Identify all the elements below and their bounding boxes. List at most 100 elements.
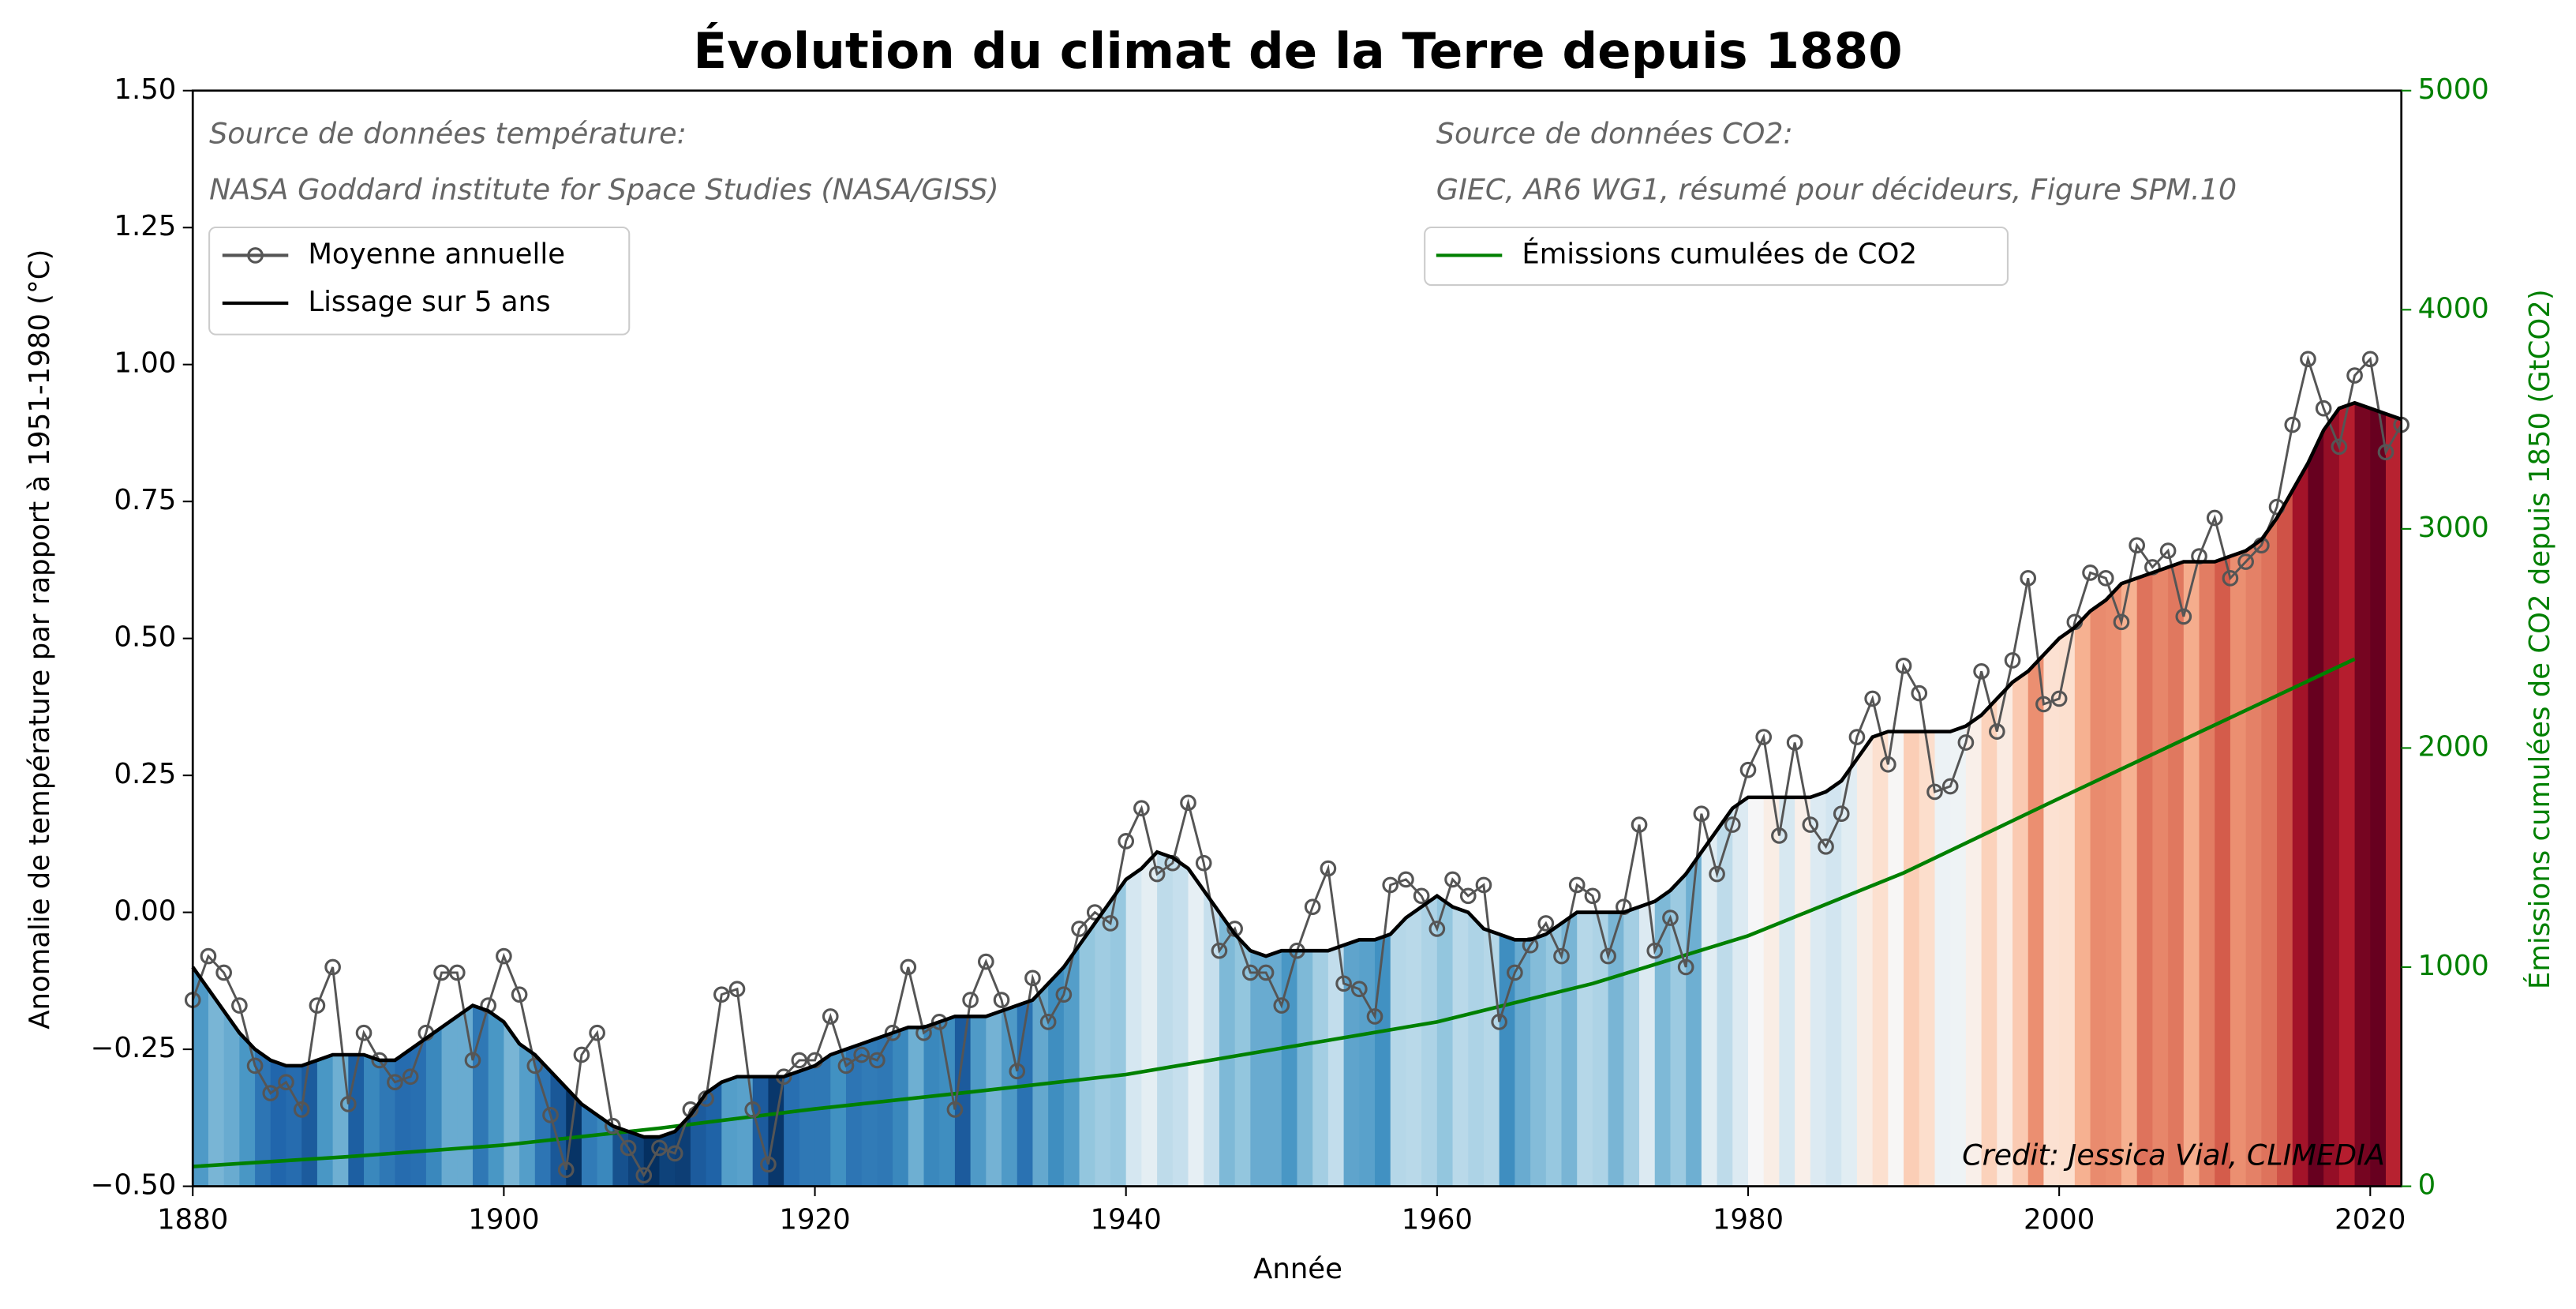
data-point bbox=[1584, 887, 1601, 905]
data-point bbox=[448, 964, 466, 981]
data-point bbox=[2237, 553, 2254, 570]
data-point bbox=[1786, 734, 1803, 751]
series-line bbox=[193, 657, 2356, 1168]
stripe bbox=[659, 403, 676, 1187]
data-point bbox=[1662, 910, 1679, 926]
legend-box bbox=[208, 226, 631, 336]
legend-label: Moyenne annuelle bbox=[308, 238, 565, 270]
data-point bbox=[2284, 416, 2301, 433]
x-tick-label: 1960 bbox=[1402, 1203, 1473, 1236]
legend-box bbox=[1424, 226, 2009, 287]
stripe bbox=[2074, 403, 2091, 1187]
stripe bbox=[1312, 403, 1329, 1187]
data-point bbox=[1677, 958, 1694, 976]
data-point bbox=[1009, 1063, 1026, 1080]
chart-title: Évolution du climat de la Terre depuis 1… bbox=[693, 22, 1902, 80]
legend: Moyenne annuelle Lissage sur 5 ans bbox=[208, 226, 631, 336]
data-point bbox=[387, 1074, 403, 1091]
x-axis-label: Année bbox=[1253, 1253, 1342, 1285]
stripe bbox=[2183, 403, 2200, 1187]
data-point bbox=[666, 1145, 683, 1162]
data-point bbox=[1631, 816, 1648, 833]
data-point bbox=[713, 986, 730, 1003]
x-tick-label: 1940 bbox=[1091, 1203, 1162, 1236]
y-tick-label: 0.25 bbox=[114, 758, 176, 790]
stripe bbox=[1343, 403, 1361, 1187]
stripe bbox=[2354, 403, 2372, 1187]
stripe bbox=[2012, 403, 2029, 1187]
stripe bbox=[2168, 403, 2185, 1187]
x-tick-label: 1880 bbox=[157, 1203, 228, 1236]
data-point bbox=[1242, 964, 1259, 981]
data-point bbox=[1537, 915, 1555, 932]
data-point bbox=[1055, 986, 1073, 1003]
stripe bbox=[2152, 403, 2169, 1187]
data-point bbox=[355, 1024, 373, 1041]
data-point bbox=[1739, 761, 1757, 778]
y-tick-label: 1.00 bbox=[114, 347, 176, 380]
y2-tick-label: 2000 bbox=[2418, 730, 2489, 763]
x-tick-label: 1980 bbox=[1713, 1203, 1784, 1236]
stripe bbox=[1234, 403, 1252, 1187]
stripe bbox=[1219, 403, 1236, 1187]
stripe bbox=[628, 403, 645, 1187]
stripe bbox=[768, 403, 784, 1187]
data-point bbox=[946, 1101, 964, 1118]
stripe bbox=[845, 403, 863, 1187]
stripe bbox=[752, 403, 769, 1187]
stripe bbox=[2230, 403, 2247, 1187]
stripe bbox=[970, 403, 987, 1187]
data-point bbox=[962, 992, 979, 1008]
data-point bbox=[605, 1117, 621, 1135]
annotation: Source de données température: bbox=[209, 117, 687, 151]
data-point bbox=[1941, 778, 1959, 795]
data-point bbox=[1507, 964, 1523, 981]
data-point bbox=[293, 1101, 310, 1118]
data-point bbox=[1304, 898, 1321, 915]
data-point bbox=[2346, 367, 2363, 384]
data-point bbox=[1957, 734, 1975, 751]
data-point bbox=[231, 997, 248, 1014]
data-point bbox=[2300, 351, 2316, 368]
data-point bbox=[1568, 876, 1586, 894]
legend: Émissions cumulées de CO2 bbox=[1424, 226, 2009, 287]
data-point bbox=[215, 964, 232, 981]
data-point bbox=[822, 1008, 839, 1025]
data-point bbox=[1755, 729, 1773, 745]
data-point bbox=[1444, 871, 1461, 888]
stripe bbox=[2261, 403, 2278, 1187]
y2-axis-label: Émissions cumulées de CO2 depuis 1850 (G… bbox=[2523, 289, 2556, 989]
y-axis-label: Anomalie de température par rapport à 19… bbox=[24, 249, 56, 1030]
stripe bbox=[1157, 403, 1174, 1187]
data-point bbox=[1148, 865, 1166, 883]
stripe bbox=[2277, 403, 2293, 1187]
y-tick-label: 1.50 bbox=[114, 73, 176, 106]
stripe bbox=[2370, 403, 2387, 1187]
stripe bbox=[1002, 403, 1018, 1187]
data-point bbox=[869, 1052, 886, 1069]
data-point bbox=[339, 1096, 357, 1112]
stripe bbox=[737, 403, 754, 1187]
data-point bbox=[977, 953, 994, 970]
stripe bbox=[986, 403, 1002, 1187]
data-point bbox=[433, 964, 450, 981]
data-point bbox=[620, 1139, 637, 1157]
data-point bbox=[2050, 690, 2068, 707]
y-tick-label: 1.25 bbox=[114, 210, 176, 242]
x-tick-label: 2000 bbox=[2024, 1203, 2095, 1236]
y-tick-label: −0.25 bbox=[91, 1032, 177, 1064]
data-point bbox=[1600, 947, 1616, 965]
data-point bbox=[511, 986, 528, 1003]
data-point bbox=[1398, 871, 1414, 888]
data-point bbox=[324, 958, 341, 976]
y-tick-label: 0.00 bbox=[114, 895, 176, 928]
data-point bbox=[1195, 854, 1212, 872]
data-point bbox=[1180, 794, 1196, 812]
data-point bbox=[1211, 942, 1228, 959]
data-point bbox=[262, 1085, 279, 1101]
annotation: NASA Goddard institute for Space Studies… bbox=[209, 173, 999, 207]
stripe bbox=[1172, 403, 1189, 1187]
data-point bbox=[993, 992, 1010, 1008]
data-point bbox=[884, 1024, 901, 1041]
